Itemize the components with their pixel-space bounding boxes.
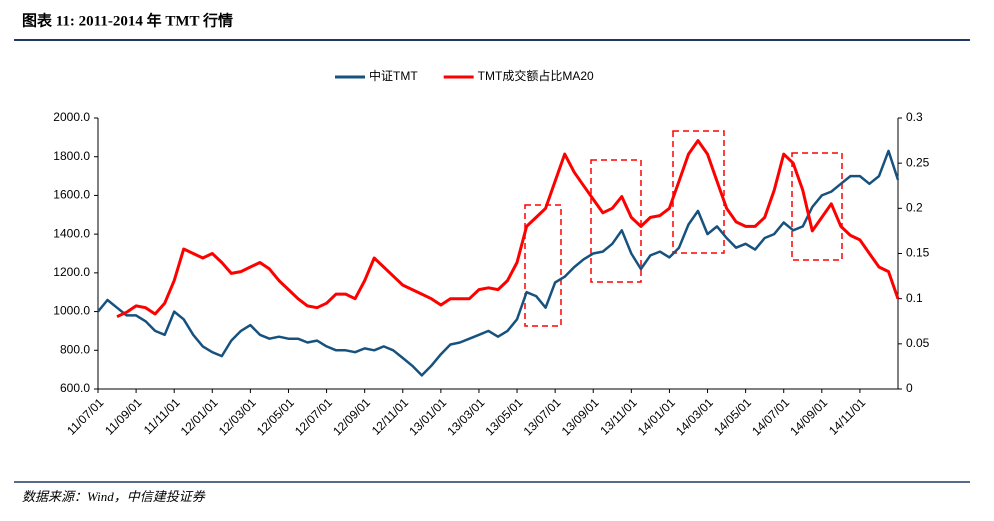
y2-tick-label: 0 bbox=[906, 381, 913, 395]
series-line bbox=[97, 149, 900, 377]
x-tick-label: 14/07/01 bbox=[749, 395, 792, 438]
y-tick-label: 1000.0 bbox=[53, 304, 90, 318]
y2-tick-label: 0.1 bbox=[906, 291, 923, 305]
x-tick-label: 13/07/01 bbox=[521, 395, 564, 438]
source: 数据来源：Wind，中信建投证券 bbox=[22, 489, 206, 504]
x-tick-label: 13/09/01 bbox=[559, 395, 602, 438]
highlight-box bbox=[672, 130, 725, 254]
x-tick-label: 13/05/01 bbox=[482, 395, 525, 438]
x-tick-label: 12/09/01 bbox=[330, 395, 373, 438]
y2-tick-label: 0.05 bbox=[906, 336, 930, 350]
highlight-box bbox=[590, 159, 642, 283]
legend-label: 中证TMT bbox=[369, 68, 418, 83]
highlight-boxes bbox=[524, 130, 843, 327]
chart-title: 图表 11: 2011-2014 年 TMT 行情 bbox=[22, 11, 233, 29]
x-tick-label: 12/07/01 bbox=[292, 395, 335, 438]
x-tick-label: 14/09/01 bbox=[787, 395, 830, 438]
x-tick-label: 12/11/01 bbox=[369, 395, 412, 438]
y2-tick-label: 0.2 bbox=[906, 201, 923, 215]
x-tick-label: 11/11/01 bbox=[141, 395, 183, 437]
y-tick-label: 600.0 bbox=[60, 381, 90, 395]
highlight-box bbox=[524, 204, 562, 327]
x-tick-label: 14/01/01 bbox=[635, 395, 678, 438]
x-tick-label: 13/01/01 bbox=[406, 395, 449, 438]
highlight-box bbox=[791, 152, 843, 261]
x-tick-label: 14/11/01 bbox=[826, 395, 869, 438]
y-tick-label: 1400.0 bbox=[53, 226, 90, 240]
y-tick-label: 1200.0 bbox=[53, 265, 90, 279]
y-tick-label: 1600.0 bbox=[53, 188, 90, 202]
x-tick-label: 12/03/01 bbox=[216, 395, 259, 438]
y2-tick-label: 0.15 bbox=[906, 246, 930, 260]
x-tick-label: 14/05/01 bbox=[711, 395, 754, 438]
y-tick-label: 1800.0 bbox=[53, 149, 90, 163]
y-tick-label: 2000.0 bbox=[53, 110, 90, 124]
legend-label: TMT成交额占比MA20 bbox=[478, 68, 594, 83]
x-tick-label: 12/05/01 bbox=[254, 395, 297, 438]
y2-tick-label: 0.3 bbox=[906, 110, 923, 124]
series-line bbox=[116, 139, 900, 319]
y2-tick-label: 0.25 bbox=[906, 155, 930, 169]
x-tick-label: 14/03/01 bbox=[673, 395, 716, 438]
x-tick-label: 12/01/01 bbox=[178, 395, 221, 438]
y-tick-label: 800.0 bbox=[60, 342, 90, 356]
x-tick-label: 11/09/01 bbox=[102, 395, 145, 438]
x-tick-label: 13/03/01 bbox=[444, 395, 487, 438]
x-tick-label: 11/07/01 bbox=[64, 395, 107, 438]
x-tick-label: 13/11/01 bbox=[597, 395, 640, 438]
